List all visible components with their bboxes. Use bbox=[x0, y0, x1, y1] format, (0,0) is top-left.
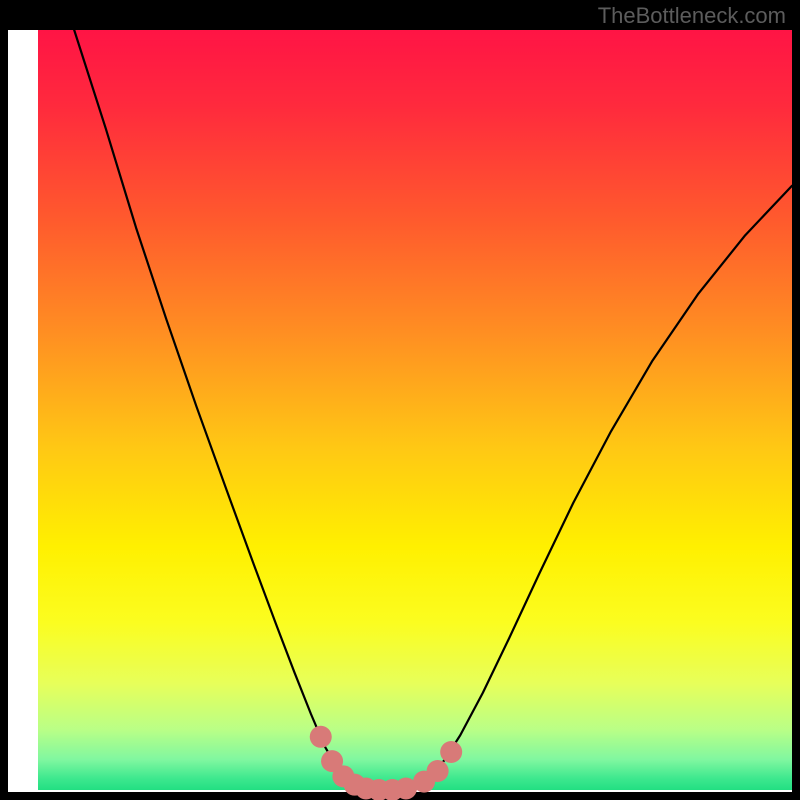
marker-dot bbox=[427, 760, 449, 782]
plot-background bbox=[38, 30, 792, 790]
marker-dot bbox=[310, 726, 332, 748]
chart-svg bbox=[0, 0, 800, 800]
frame-border-strip bbox=[0, 0, 8, 800]
frame-border-strip bbox=[0, 0, 800, 30]
plot-group bbox=[38, 30, 792, 800]
marker-dot bbox=[440, 741, 462, 763]
frame-border-strip bbox=[792, 0, 800, 800]
chart-frame: TheBottleneck.com bbox=[0, 0, 800, 800]
